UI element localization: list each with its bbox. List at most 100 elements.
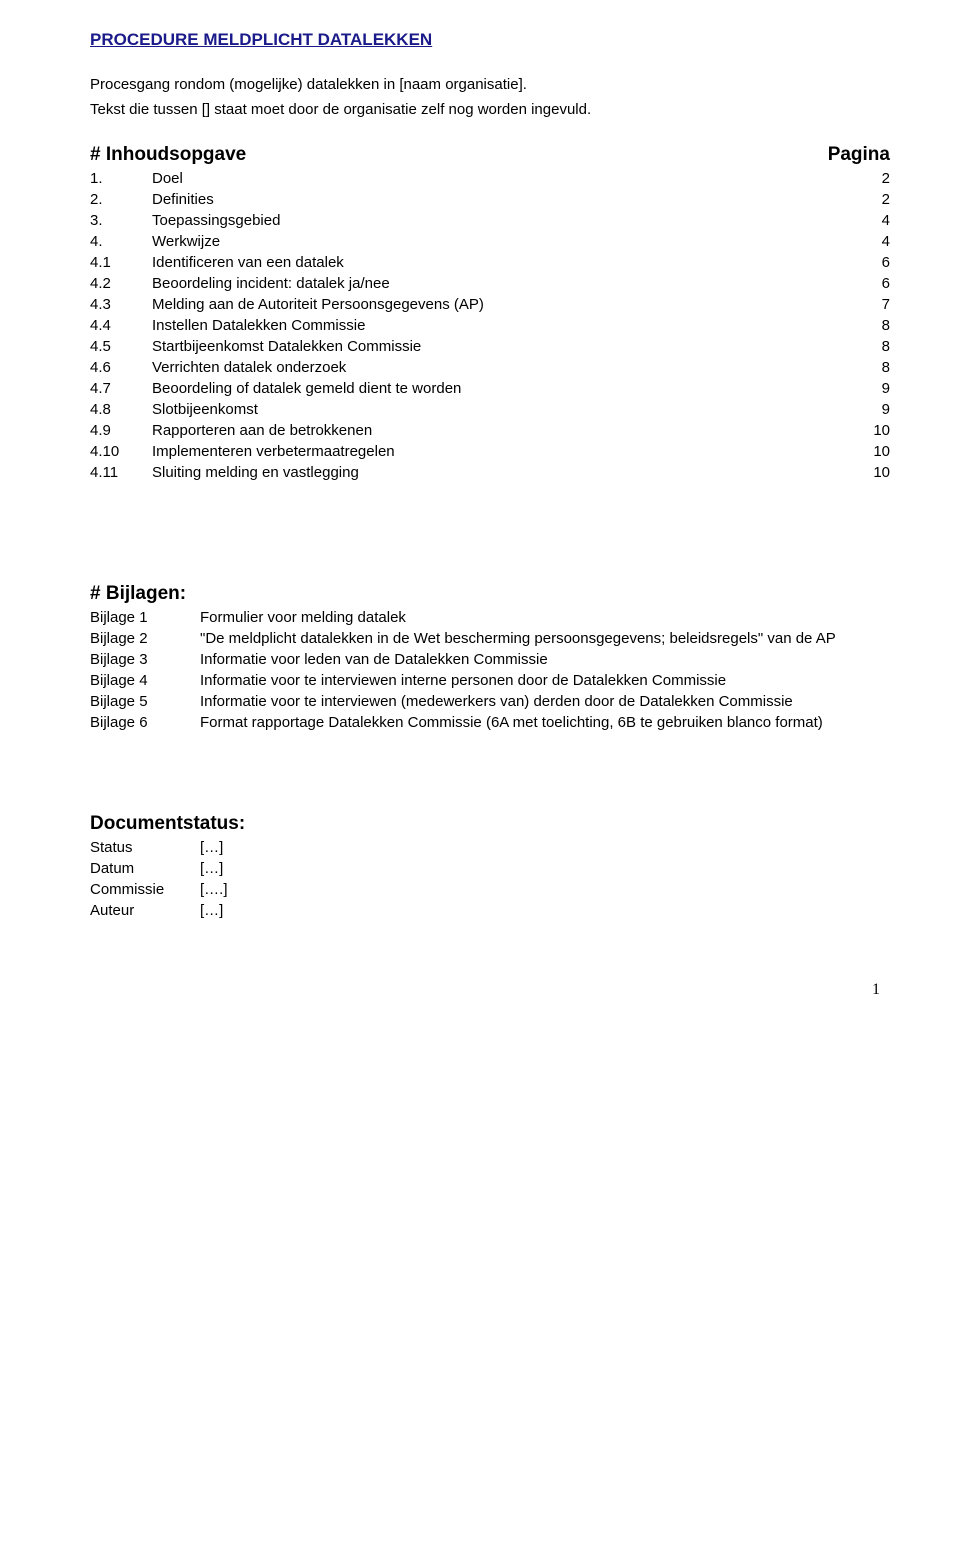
documentstatus-list: Status[…] Datum[…] Commissie[….] Auteur[… [90, 837, 890, 921]
docstatus-val: […] [200, 900, 223, 921]
toc-label: Startbijeenkomst Datalekken Commissie [152, 336, 850, 357]
bijlage-label: Informatie voor te interviewen interne p… [200, 670, 890, 691]
toc-num: 4.11 [90, 462, 152, 483]
toc-page: 2 [850, 189, 890, 210]
toc-num: 4.3 [90, 294, 152, 315]
toc-row: 4.7Beoordeling of datalek gemeld dient t… [90, 378, 890, 399]
toc-page: 9 [850, 399, 890, 420]
toc-num: 4.9 [90, 420, 152, 441]
toc-num: 4.10 [90, 441, 152, 462]
bijlage-num: Bijlage 6 [90, 712, 200, 733]
toc-num: 4.4 [90, 315, 152, 336]
bijlage-num: Bijlage 5 [90, 691, 200, 712]
toc-page: 8 [850, 357, 890, 378]
toc-heading: # Inhoudsopgave Pagina [90, 144, 890, 166]
toc-label: Beoordeling of datalek gemeld dient te w… [152, 378, 850, 399]
toc-label: Melding aan de Autoriteit Persoonsgegeve… [152, 294, 850, 315]
intro-line-1: Procesgang rondom (mogelijke) datalekken… [90, 74, 890, 95]
toc-num: 4.8 [90, 399, 152, 420]
bijlage-row: Bijlage 6Format rapportage Datalekken Co… [90, 712, 890, 733]
bijlage-num: Bijlage 4 [90, 670, 200, 691]
toc-num: 4.6 [90, 357, 152, 378]
page-number: 1 [90, 981, 890, 999]
toc-row: 4.4Instellen Datalekken Commissie8 [90, 315, 890, 336]
docstatus-val: [….] [200, 879, 228, 900]
toc-list: 1.Doel2 2.Definities2 3.Toepassingsgebie… [90, 168, 890, 483]
bijlage-label: Informatie voor te interviewen (medewerk… [200, 691, 890, 712]
bijlage-label: Formulier voor melding datalek [200, 607, 890, 628]
bijlage-num: Bijlage 2 [90, 628, 200, 649]
toc-row: 4.9Rapporteren aan de betrokkenen10 [90, 420, 890, 441]
docstatus-key: Status [90, 837, 200, 858]
bijlage-num: Bijlage 1 [90, 607, 200, 628]
docstatus-key: Datum [90, 858, 200, 879]
toc-label: Toepassingsgebied [152, 210, 850, 231]
toc-num: 3. [90, 210, 152, 231]
toc-page: 8 [850, 315, 890, 336]
toc-label: Definities [152, 189, 850, 210]
toc-page: 8 [850, 336, 890, 357]
toc-page: 10 [850, 462, 890, 483]
bijlage-label: "De meldplicht datalekken in de Wet besc… [200, 628, 890, 649]
toc-label: Rapporteren aan de betrokkenen [152, 420, 850, 441]
toc-num: 2. [90, 189, 152, 210]
toc-page: 7 [850, 294, 890, 315]
bijlage-row: Bijlage 2"De meldplicht datalekken in de… [90, 628, 890, 649]
bijlagen-list: Bijlage 1Formulier voor melding datalek … [90, 607, 890, 733]
toc-row: 4.2Beoordeling incident: datalek ja/nee6 [90, 273, 890, 294]
bijlage-label: Format rapportage Datalekken Commissie (… [200, 712, 890, 733]
toc-heading-left: # Inhoudsopgave [90, 144, 246, 166]
bijlage-row: Bijlage 4Informatie voor te interviewen … [90, 670, 890, 691]
toc-row: 4.10Implementeren verbetermaatregelen10 [90, 441, 890, 462]
toc-label: Beoordeling incident: datalek ja/nee [152, 273, 850, 294]
document-title: PROCEDURE MELDPLICHT DATALEKKEN [90, 30, 890, 50]
docstatus-row: Auteur[…] [90, 900, 890, 921]
toc-page: 10 [850, 441, 890, 462]
bijlage-row: Bijlage 5Informatie voor te interviewen … [90, 691, 890, 712]
docstatus-val: […] [200, 837, 223, 858]
intro-line-2: Tekst die tussen [] staat moet door de o… [90, 99, 890, 120]
toc-label: Instellen Datalekken Commissie [152, 315, 850, 336]
toc-page: 6 [850, 252, 890, 273]
toc-page: 9 [850, 378, 890, 399]
bijlage-label: Informatie voor leden van de Datalekken … [200, 649, 890, 670]
toc-row: 4.1Identificeren van een datalek6 [90, 252, 890, 273]
toc-row: 2.Definities2 [90, 189, 890, 210]
docstatus-val: […] [200, 858, 223, 879]
toc-page: 4 [850, 231, 890, 252]
bijlagen-heading: # Bijlagen: [90, 583, 890, 605]
toc-num: 4.5 [90, 336, 152, 357]
toc-row: 3.Toepassingsgebied4 [90, 210, 890, 231]
docstatus-row: Datum[…] [90, 858, 890, 879]
toc-row: 4.6Verrichten datalek onderzoek8 [90, 357, 890, 378]
toc-label: Implementeren verbetermaatregelen [152, 441, 850, 462]
toc-row: 4.8Slotbijeenkomst9 [90, 399, 890, 420]
toc-num: 4.1 [90, 252, 152, 273]
toc-page: 10 [850, 420, 890, 441]
toc-row: 1.Doel2 [90, 168, 890, 189]
toc-num: 4.2 [90, 273, 152, 294]
toc-num: 1. [90, 168, 152, 189]
toc-label: Sluiting melding en vastlegging [152, 462, 850, 483]
toc-page: 4 [850, 210, 890, 231]
docstatus-key: Commissie [90, 879, 200, 900]
toc-row: 4.3Melding aan de Autoriteit Persoonsgeg… [90, 294, 890, 315]
docstatus-row: Status[…] [90, 837, 890, 858]
bijlage-row: Bijlage 1Formulier voor melding datalek [90, 607, 890, 628]
toc-label: Slotbijeenkomst [152, 399, 850, 420]
toc-page: 2 [850, 168, 890, 189]
toc-num: 4. [90, 231, 152, 252]
documentstatus-heading: Documentstatus: [90, 813, 890, 835]
bijlage-num: Bijlage 3 [90, 649, 200, 670]
docstatus-key: Auteur [90, 900, 200, 921]
toc-row: 4.5Startbijeenkomst Datalekken Commissie… [90, 336, 890, 357]
toc-row: 4.11Sluiting melding en vastlegging10 [90, 462, 890, 483]
docstatus-row: Commissie[….] [90, 879, 890, 900]
toc-label: Werkwijze [152, 231, 850, 252]
toc-label: Identificeren van een datalek [152, 252, 850, 273]
toc-num: 4.7 [90, 378, 152, 399]
toc-row: 4.Werkwijze4 [90, 231, 890, 252]
bijlage-row: Bijlage 3Informatie voor leden van de Da… [90, 649, 890, 670]
toc-page: 6 [850, 273, 890, 294]
toc-label: Doel [152, 168, 850, 189]
